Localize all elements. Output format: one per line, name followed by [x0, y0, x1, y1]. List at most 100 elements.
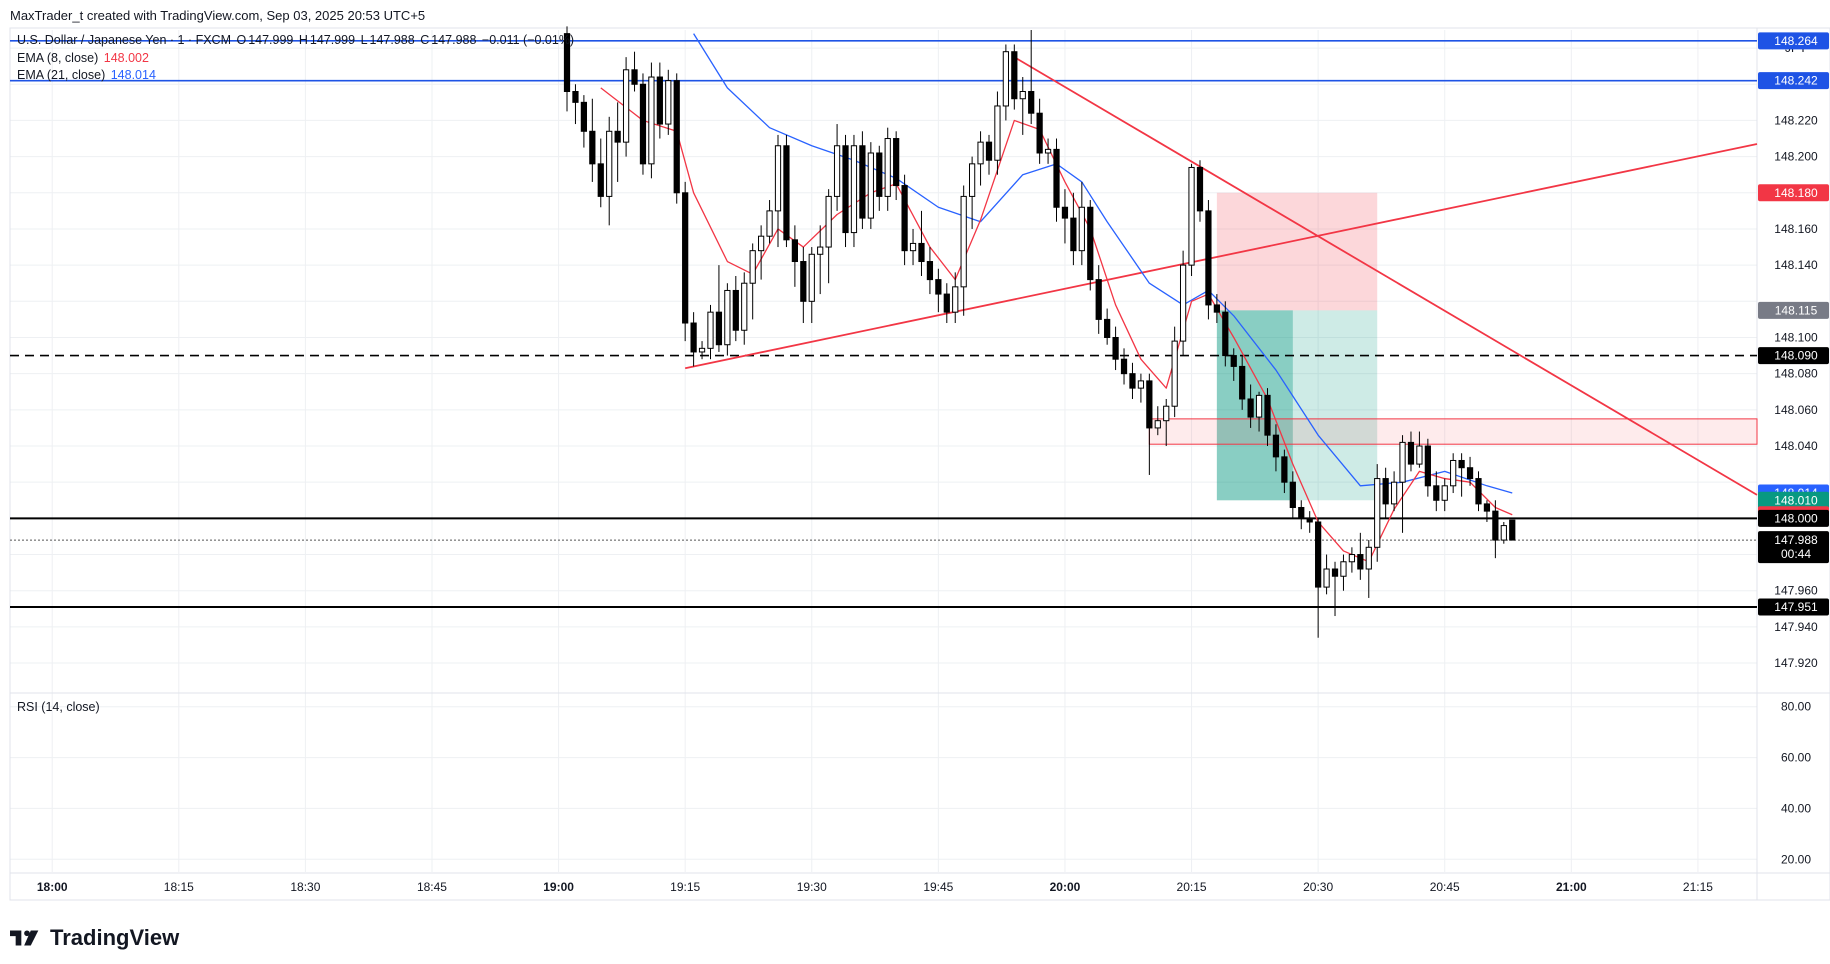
price-label: 148.000 [1774, 511, 1818, 525]
time-tick-label: 20:15 [1177, 880, 1207, 894]
candle [724, 283, 731, 356]
candle-body [783, 145, 790, 241]
price-label: 148.010 [1774, 493, 1818, 507]
candle [1154, 406, 1161, 436]
price-label-bg [1758, 347, 1829, 365]
legend-ema8[interactable]: EMA (8, close) 148.002 [17, 51, 151, 65]
price-tick-label: 147.940 [1774, 620, 1818, 634]
candle [833, 124, 841, 211]
candle-body [1222, 311, 1229, 357]
candle [783, 134, 790, 248]
candle-body [1196, 166, 1204, 212]
candle [1053, 138, 1060, 222]
candle-body [1450, 459, 1457, 487]
time-tick-label: 18:45 [417, 880, 447, 894]
candle [673, 73, 680, 204]
candles [563, 26, 1516, 638]
candle-body [1407, 441, 1415, 465]
price-label-bg [1758, 509, 1829, 527]
rsi-tick-label: 20.00 [1781, 852, 1811, 866]
candle-body [673, 80, 680, 194]
candle-body [1492, 510, 1499, 541]
candle-body [1247, 398, 1254, 418]
price-label: 148.264 [1774, 34, 1818, 48]
candle-body [572, 90, 579, 103]
candle [1399, 435, 1406, 533]
candle-body [622, 69, 630, 143]
price-label: 148.090 [1774, 349, 1818, 363]
candle-body [1475, 478, 1482, 505]
candle-body [808, 253, 815, 302]
candle [1264, 388, 1271, 447]
price-tick-label: 148.080 [1774, 367, 1818, 381]
candle-body [631, 69, 638, 85]
candle [808, 247, 815, 324]
candle-body [715, 311, 723, 346]
candle [665, 69, 672, 135]
price-tick-label: 148.200 [1774, 150, 1818, 164]
candle [715, 265, 723, 352]
candle-body [1137, 380, 1145, 389]
horizontal-levels[interactable] [10, 40, 1757, 608]
candle-body [935, 279, 942, 295]
position-target-zone[interactable] [1216, 310, 1378, 501]
candle [1289, 471, 1296, 519]
last-price-label: 147.988 [1774, 533, 1818, 547]
candle-body [1154, 420, 1161, 429]
candle-body [842, 145, 849, 234]
price-tick-label: 148.160 [1774, 222, 1818, 236]
candle [1196, 160, 1204, 222]
time-tick-label: 21:00 [1556, 880, 1587, 894]
candle [1188, 163, 1195, 276]
candle-body [833, 145, 841, 197]
brand-logo[interactable]: TradingView [10, 925, 179, 951]
trendlines[interactable] [684, 56, 1758, 496]
candle-body [1272, 434, 1280, 458]
trendline[interactable] [684, 143, 1758, 370]
trendline[interactable] [1013, 56, 1758, 496]
grid [9, 27, 1830, 901]
candle [1036, 98, 1043, 164]
candle [893, 131, 900, 201]
candle [622, 57, 630, 157]
legend-symbol: U.S. Dollar / Japanese Yen · 1 · FXCM [17, 33, 231, 47]
candle-body [1416, 445, 1423, 465]
candle-body [850, 145, 858, 234]
candle [994, 91, 1001, 175]
candle [1129, 362, 1136, 399]
candle-body [884, 138, 891, 197]
candle-body [774, 145, 782, 212]
candle [1323, 554, 1330, 595]
time-tick-label: 19:15 [670, 880, 700, 894]
legend-l-value: 147.988 [369, 33, 415, 47]
legend-c-label: C [420, 33, 430, 47]
candle-body [1095, 279, 1102, 320]
candle-body [968, 163, 976, 197]
candle-body [1340, 561, 1347, 577]
candle [1492, 500, 1499, 559]
candle [1011, 44, 1018, 110]
candle-body [1171, 340, 1178, 407]
brand-name: TradingView [50, 925, 180, 950]
candle [563, 26, 571, 112]
candle-body [1061, 206, 1069, 219]
time-tick-label: 18:15 [164, 880, 194, 894]
candle [1272, 424, 1280, 472]
legend-rsi[interactable]: RSI (14, close) [17, 700, 102, 714]
candle-body [926, 261, 934, 281]
candle [698, 341, 706, 360]
candle [656, 62, 663, 139]
candle-body [952, 286, 959, 313]
time-tick-label: 20:00 [1050, 880, 1081, 894]
candle [1416, 431, 1423, 468]
candle-body [1374, 478, 1381, 548]
legend-ema21[interactable]: EMA (21, close) 148.014 [17, 68, 158, 82]
candle-body [901, 185, 908, 252]
candle-body [1104, 318, 1111, 338]
candle [1509, 519, 1516, 541]
candle-body [648, 76, 655, 165]
candle-body [597, 163, 604, 197]
candle [1028, 30, 1035, 125]
